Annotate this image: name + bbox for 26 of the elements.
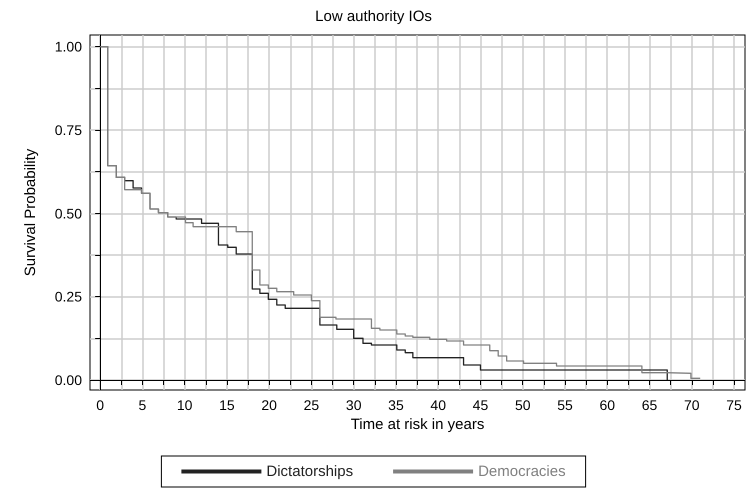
x-tick-label: 35 (388, 397, 404, 413)
x-axis-title: Time at risk in years (350, 416, 484, 433)
x-tick-label: 65 (642, 397, 658, 413)
y-tick-label: 0.50 (54, 205, 82, 222)
text: Democracies (478, 463, 566, 480)
x-tick-label: 25 (304, 397, 320, 413)
y-tick-label: 0.75 (54, 122, 82, 138)
x-tick-label: 10 (176, 397, 193, 413)
x-tick-label: 40 (430, 397, 446, 413)
y-axis-title: Survival Probability (22, 148, 39, 276)
x-tick-label: 30 (346, 397, 362, 413)
x-tick-label: 70 (684, 397, 700, 413)
y-tick-label: 0.00 (54, 372, 82, 388)
x-tick-label: 75 (726, 397, 742, 413)
x-tick-label: 60 (599, 397, 616, 413)
y-tick-label: 1.00 (54, 38, 82, 55)
x-tick-label: 50 (514, 397, 531, 413)
x-tick-label: 45 (472, 397, 488, 413)
text: Dictatorships (266, 463, 354, 480)
x-tick-label: 15 (219, 397, 235, 413)
x-tick-label: 20 (261, 397, 278, 413)
x-tick-label: 55 (557, 397, 573, 413)
chart-title: Low authority IOs (315, 8, 432, 25)
x-tick-label: 0 (96, 397, 104, 413)
y-tick-label: 0.25 (54, 288, 82, 305)
x-tick-label: 5 (138, 397, 146, 413)
